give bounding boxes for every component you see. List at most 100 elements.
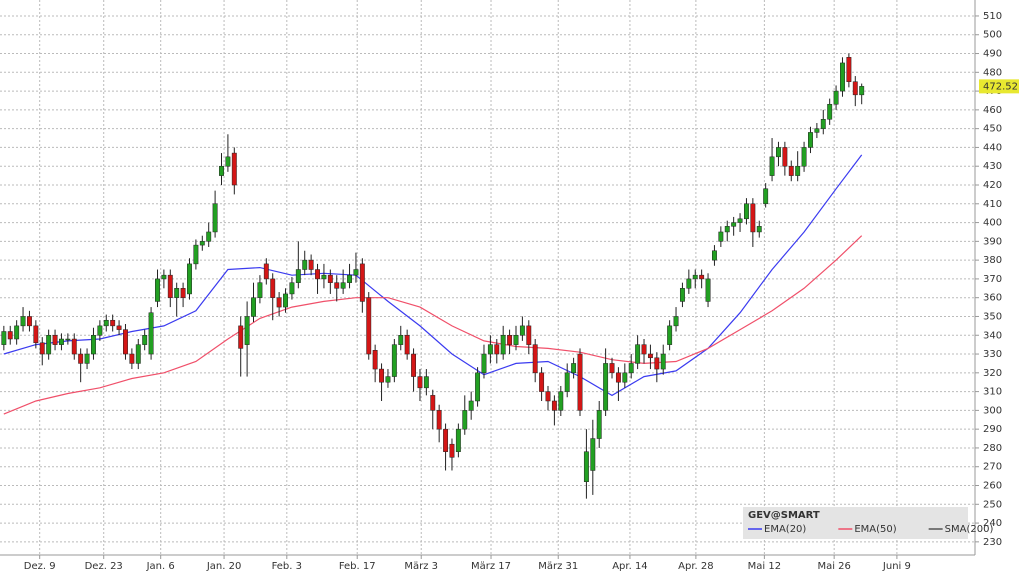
candle-body [596, 410, 602, 439]
candle-body [14, 325, 20, 340]
candle-body [532, 344, 538, 374]
x-tick-label: Juni 9 [882, 561, 911, 572]
candle-body [763, 188, 769, 205]
y-tick-label: 230 [983, 537, 1002, 548]
y-tick-label: 420 [983, 180, 1002, 191]
candle-body [251, 297, 256, 317]
y-tick-label: 240 [983, 518, 1002, 529]
candle-body [174, 288, 180, 298]
candle-body [321, 274, 327, 280]
candle-body [65, 338, 71, 341]
candle-body [622, 372, 628, 383]
x-tick-label: Dez. 23 [85, 561, 123, 572]
candle-body [103, 319, 109, 327]
candle-body [71, 338, 77, 355]
y-tick-label: 500 [983, 30, 1002, 41]
y-tick-label: 310 [983, 387, 1002, 398]
candle-body [833, 90, 839, 105]
candle-body [411, 353, 417, 377]
candle-body [46, 335, 52, 355]
candle-body [673, 316, 679, 327]
candle-body [78, 353, 84, 364]
candle-body [59, 338, 64, 345]
candle-body [436, 410, 442, 430]
y-tick-label: 360 [983, 293, 1002, 304]
candle-body [699, 274, 705, 280]
y-tick-label: 410 [983, 199, 1002, 210]
ma-line [3, 235, 863, 415]
candle-body [219, 165, 224, 176]
candle-body [475, 372, 481, 402]
candle-body [724, 226, 730, 233]
legend-box [743, 507, 968, 539]
candle-body [206, 231, 212, 242]
y-tick-label: 380 [983, 255, 1002, 266]
symbol: GEV@SMART [748, 510, 820, 521]
candle-body [513, 335, 519, 345]
y-tick-label: 440 [983, 142, 1002, 153]
candle-body [199, 241, 205, 246]
x-tick-label: Mai 26 [817, 561, 850, 572]
candle-body [654, 357, 660, 370]
candle-body [647, 353, 653, 359]
candle-body [820, 119, 826, 129]
candle-body [187, 263, 192, 295]
candle-body [302, 259, 308, 270]
candle-body [283, 293, 288, 308]
candle-body [295, 269, 301, 283]
candle-body [423, 376, 429, 389]
legend-label: EMA(50) [854, 524, 896, 535]
candle-body [155, 278, 160, 302]
y-tick-label: 320 [983, 368, 1002, 379]
candle-body [443, 428, 449, 452]
candle-body [129, 353, 135, 364]
candle-body [385, 376, 391, 383]
candle-body [391, 344, 397, 377]
candle-body [564, 372, 570, 392]
x-tick-label: Feb. 17 [339, 561, 376, 572]
candle-body [686, 278, 692, 289]
ma-line [3, 154, 863, 397]
candle-body [334, 282, 340, 289]
candle-body [801, 147, 807, 167]
candle-body [603, 363, 609, 411]
candle-body [97, 325, 103, 336]
candle-body [590, 438, 596, 471]
candle-body [417, 376, 423, 389]
candle-body [660, 353, 666, 370]
candle-body [116, 325, 122, 330]
x-tick-label: Apr. 28 [678, 561, 713, 572]
x-tick-label: März 17 [471, 561, 511, 572]
candle-body [308, 259, 314, 270]
candle-body [500, 335, 506, 355]
plot-area [0, 0, 975, 555]
candle-body [641, 344, 647, 355]
candle-body [225, 156, 231, 167]
y-tick-label: 480 [983, 67, 1002, 78]
legend-label: SMA(200) [945, 524, 994, 535]
grid [0, 0, 975, 555]
candle-body [711, 250, 717, 261]
candle-body [776, 147, 781, 158]
candle-body [737, 218, 743, 223]
legend: GEV@SMART EMA(20) EMA(50) SMA(200) [743, 507, 993, 539]
x-tick-label: Mai 12 [748, 561, 781, 572]
candle-body [20, 316, 26, 327]
candle-body [494, 344, 500, 355]
candle-body [161, 274, 167, 280]
y-tick-label: 390 [983, 236, 1002, 247]
candle-body [628, 363, 634, 374]
y-tick-label: 270 [983, 462, 1002, 473]
candle-body [705, 278, 711, 302]
candle-body [859, 86, 865, 96]
y-tick-label: 430 [983, 161, 1002, 172]
y-tick-label: 490 [983, 49, 1002, 60]
y-tick-label: 350 [983, 311, 1002, 322]
candle-body [744, 203, 749, 220]
y-tick-label: 300 [983, 405, 1002, 416]
candle-body [110, 319, 116, 327]
candle-body [846, 57, 852, 82]
y-tick-label: 460 [983, 105, 1002, 116]
candle-body [39, 342, 45, 355]
candle-body [135, 344, 141, 364]
